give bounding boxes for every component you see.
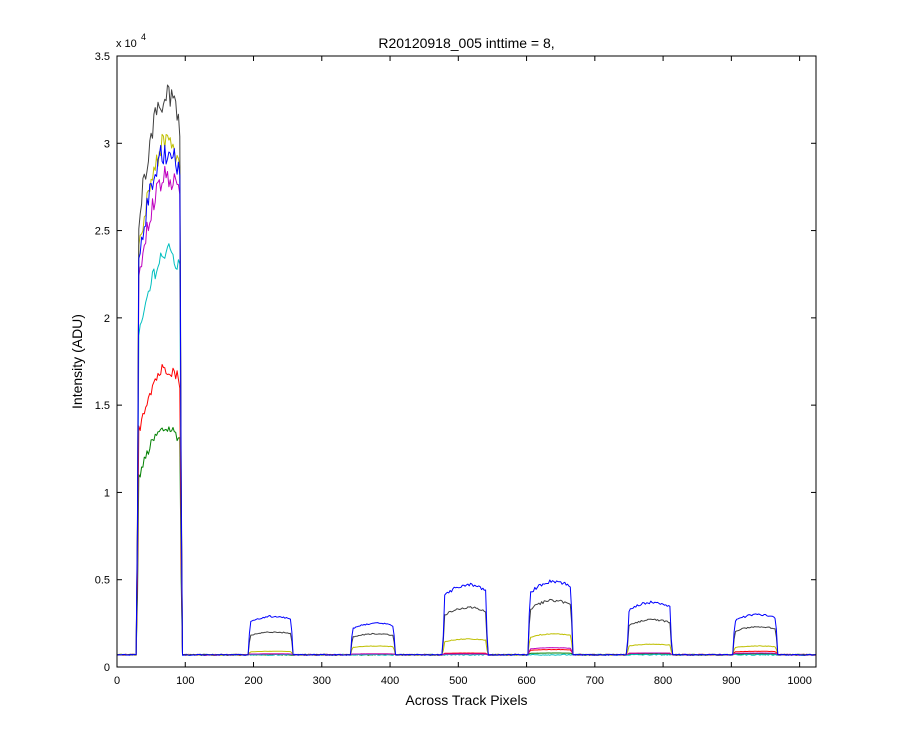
- series-line: [116, 426, 817, 656]
- series-line: [116, 364, 817, 656]
- series-line: [116, 243, 817, 656]
- x-tick-label: 900: [722, 675, 740, 687]
- x-tick-label: 800: [654, 675, 672, 687]
- series-line: [116, 144, 816, 656]
- x-tick-label: 200: [244, 675, 262, 687]
- x-tick-label: 300: [313, 675, 331, 687]
- y-axis-label: Intensity (ADU): [69, 314, 85, 409]
- y-tick-label: 2: [104, 313, 110, 325]
- y-tick-label: 2.5: [95, 226, 110, 238]
- x-axis-label: Across Track Pixels: [405, 692, 527, 708]
- chart-title: R20120918_005 inttime = 8,: [378, 35, 554, 51]
- y-tick-label: 3.5: [95, 51, 110, 63]
- y-tick-label: 0: [104, 662, 110, 674]
- x-tick-label: 0: [114, 675, 120, 687]
- x-tick-label: 500: [449, 675, 467, 687]
- plot-lines: [116, 84, 817, 656]
- y-tick-label: 1.5: [95, 400, 110, 412]
- y-tick-label: 1: [104, 487, 110, 499]
- plot-frame: [116, 55, 817, 668]
- x-tick-label: 100: [176, 675, 194, 687]
- x-tick-label: 400: [381, 675, 399, 687]
- x-axis: 0 100 200 300 400 500 600 700 800 900 1000: [114, 56, 812, 687]
- x-tick-label: 700: [586, 675, 604, 687]
- series-line: [116, 84, 817, 656]
- y-tick-label: 3: [104, 138, 110, 150]
- y-exponent-power: 4: [141, 32, 146, 42]
- series-line: [116, 165, 817, 656]
- x-tick-label: 600: [517, 675, 535, 687]
- y-axis: 0 0.5 1 1.5 2 2.5 3 3.5: [95, 51, 816, 674]
- y-tick-label: 0.5: [95, 575, 110, 587]
- series-line: [117, 133, 817, 656]
- x-tick-label: 1000: [787, 675, 811, 687]
- y-exponent-base: x 10: [116, 38, 137, 50]
